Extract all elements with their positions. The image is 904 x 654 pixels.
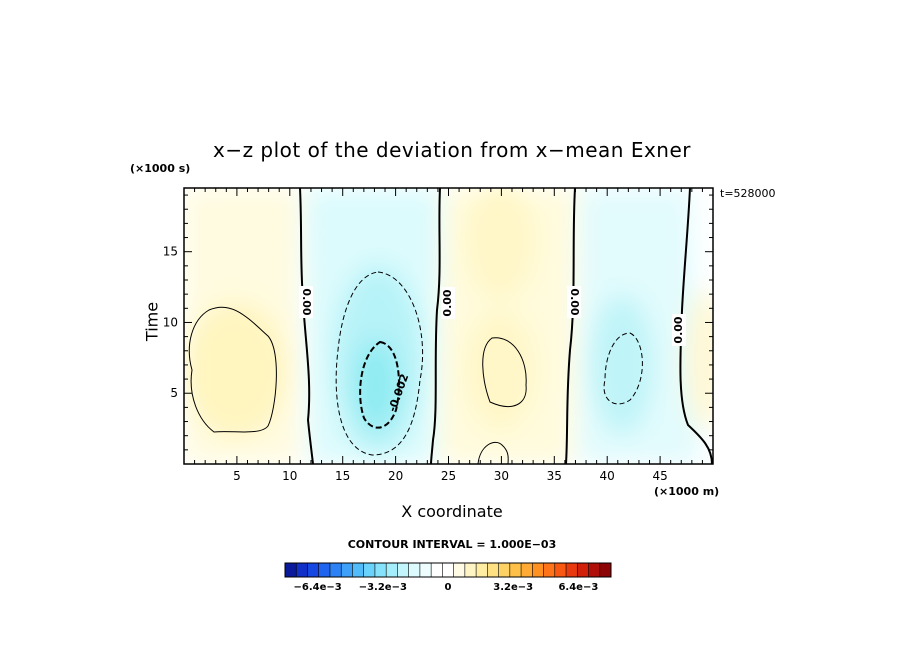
colorbar-tick-label: 3.2e−3 bbox=[493, 582, 533, 593]
colorbar-cell bbox=[397, 563, 409, 577]
contour-zero-2 bbox=[430, 188, 441, 464]
colorbar-cell bbox=[352, 563, 364, 577]
colorbar-cell bbox=[318, 563, 331, 577]
field-blobs bbox=[184, 188, 713, 464]
contour-positive-bottom bbox=[477, 441, 509, 464]
x-tick-label: 45 bbox=[652, 469, 667, 483]
colorbar-cell bbox=[566, 563, 578, 577]
colorbar-tick-label: 0 bbox=[445, 582, 452, 593]
x-tick-label: 40 bbox=[600, 469, 615, 483]
x-tick-label: 10 bbox=[282, 469, 297, 483]
colorbar-tick-label: 6.4e−3 bbox=[558, 582, 598, 593]
contour-label-3: 0.00 bbox=[568, 288, 581, 315]
colorbar-cell bbox=[498, 563, 511, 577]
colorbar-tick-labels: −6.4e−3 −3.2e−3 0 3.2e−3 6.4e−3 bbox=[293, 582, 598, 593]
contour-label-4: 0.00 bbox=[672, 316, 685, 343]
contour-zero-3 bbox=[565, 188, 576, 464]
contour-neg-002-center bbox=[359, 340, 400, 429]
y-tick-label: 10 bbox=[163, 315, 178, 329]
colorbar-tick-label: −3.2e−3 bbox=[359, 582, 407, 593]
heatmap-field bbox=[184, 188, 713, 464]
x-tick-label: 20 bbox=[388, 469, 403, 483]
contour-neg-001-right bbox=[603, 332, 643, 405]
colorbar-cell bbox=[487, 563, 499, 577]
x-axis-label: X coordinate bbox=[401, 502, 503, 521]
x-tick-label: 5 bbox=[233, 469, 241, 483]
colorbar-cell bbox=[329, 563, 342, 577]
contour-interval-label: CONTOUR INTERVAL = 1.000E−03 bbox=[347, 538, 557, 551]
time-stamp: t=528000 bbox=[720, 187, 776, 200]
x-tick-labels: 5 10 15 20 25 30 35 40 45 bbox=[233, 469, 668, 483]
colorbar-cell bbox=[532, 563, 544, 577]
colorbar-cell bbox=[543, 563, 556, 577]
contour-neg-001-center bbox=[335, 271, 424, 456]
colorbar-cell bbox=[577, 563, 589, 577]
colorbar-tick-label: −6.4e−3 bbox=[293, 582, 341, 593]
x-tick-label: 15 bbox=[335, 469, 350, 483]
contour-zero-4 bbox=[679, 188, 713, 464]
x-tick-label: 35 bbox=[547, 469, 562, 483]
colorbar-cell bbox=[588, 563, 601, 577]
contour-zero-1 bbox=[299, 188, 314, 464]
colorbar-cell bbox=[419, 563, 432, 577]
y-axis-unit: (×1000 s) bbox=[130, 162, 191, 175]
y-tick-label: 5 bbox=[170, 386, 178, 400]
colorbar-cell bbox=[442, 563, 454, 577]
colorbar-cell bbox=[285, 563, 297, 577]
x-tick-label: 25 bbox=[441, 469, 456, 483]
y-tick-label: 15 bbox=[163, 245, 178, 259]
colorbar-cell bbox=[307, 563, 320, 577]
colorbar-cell bbox=[386, 563, 398, 577]
colorbar-cell bbox=[341, 563, 353, 577]
colorbar-frame bbox=[284, 562, 612, 578]
colorbar-cell bbox=[521, 563, 533, 577]
colorbar-cell bbox=[363, 563, 376, 577]
axis-ticks bbox=[184, 188, 713, 464]
colorbar-cell bbox=[464, 563, 477, 577]
chart-title: x−z plot of the deviation from x−mean Ex… bbox=[212, 138, 691, 162]
colorbar-cell bbox=[408, 563, 421, 577]
colorbar-cell bbox=[296, 563, 308, 577]
colorbar-cell bbox=[453, 563, 466, 577]
x-axis-unit: (×1000 m) bbox=[654, 485, 720, 498]
colorbar-cell bbox=[599, 563, 612, 577]
x-tick-label: 30 bbox=[494, 469, 509, 483]
colorbar-cell bbox=[374, 563, 387, 577]
contour-label-1: 0.00 bbox=[300, 288, 313, 315]
colorbar-cell bbox=[476, 563, 488, 577]
colorbar bbox=[284, 562, 612, 578]
colorbar-cell bbox=[431, 563, 443, 577]
colorbar-cell bbox=[554, 563, 567, 577]
contour-positive-center bbox=[482, 337, 527, 407]
contour-positive-left bbox=[188, 306, 277, 433]
colorbar-cell bbox=[509, 563, 522, 577]
y-tick-labels: 5 10 15 bbox=[163, 245, 178, 401]
contour-lines bbox=[188, 188, 713, 464]
contour-label-2: 0.00 bbox=[441, 289, 454, 316]
